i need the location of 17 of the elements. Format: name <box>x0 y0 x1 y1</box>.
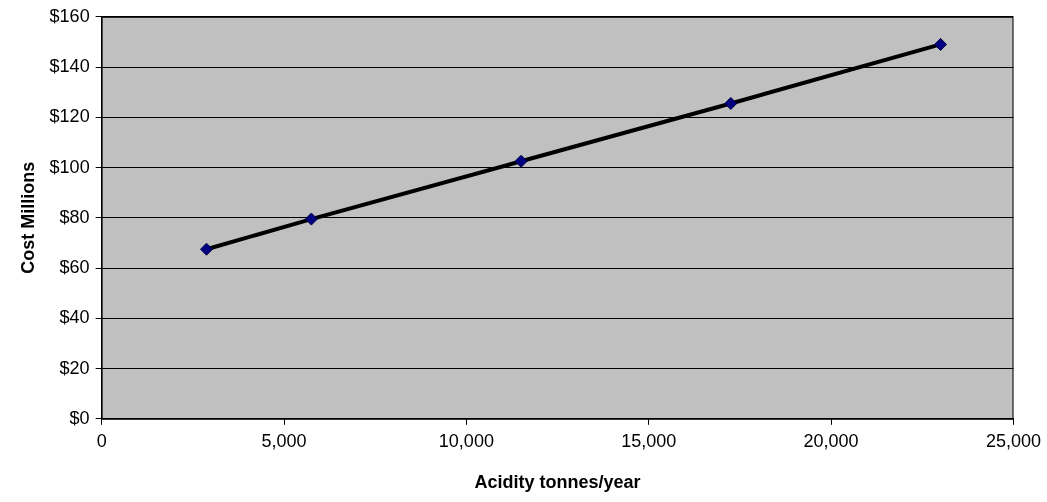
y-tick-label: $40 <box>59 307 90 328</box>
x-tick-label: 10,000 <box>438 430 494 451</box>
y-tick-label: $140 <box>49 56 90 77</box>
x-tick-label: 0 <box>96 430 107 451</box>
y-tick-label: $80 <box>59 206 90 227</box>
y-tick-label: $20 <box>59 357 90 378</box>
x-tick-label: 5,000 <box>261 430 307 451</box>
x-tick-label: 25,000 <box>985 430 1041 451</box>
y-axis-title: Cost Millions <box>17 161 38 274</box>
y-tick-label: $160 <box>49 5 90 26</box>
y-tick-label: $60 <box>59 257 90 278</box>
y-tick-label: $100 <box>49 156 90 177</box>
x-axis-title: Acidity tonnes/year <box>474 472 641 493</box>
y-tick-label: $120 <box>49 106 90 127</box>
x-tick-label: 20,000 <box>803 430 859 451</box>
x-tick-label: 15,000 <box>621 430 677 451</box>
y-tick-label: $0 <box>69 407 90 428</box>
